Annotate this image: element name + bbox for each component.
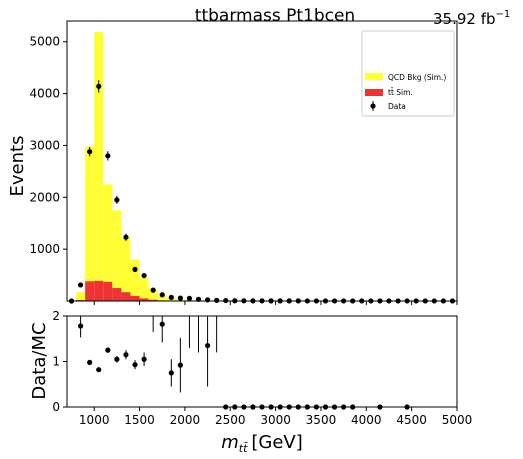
ratio-point xyxy=(204,342,211,349)
data-point xyxy=(141,272,147,279)
bar-qcd xyxy=(76,292,86,300)
bar-ttbar xyxy=(112,288,122,301)
x-tick-label: 1500 xyxy=(124,413,155,427)
x-tick-label: 2500 xyxy=(215,413,246,427)
luminosity-label: 35.92 fb−1 xyxy=(433,9,510,28)
x-tick-label: 3500 xyxy=(306,413,337,427)
ratio-point xyxy=(105,347,111,353)
x-axis-label-var: m xyxy=(221,432,239,453)
bar-ttbar xyxy=(148,299,158,301)
ratio-point xyxy=(123,352,129,358)
x-axis-label-unit: [GeV] xyxy=(251,432,302,453)
legend: QCD Bkg (Sim.) tt̄ Sim. Data xyxy=(361,30,455,117)
ratio-point xyxy=(141,356,147,362)
x-tick-label: 2000 xyxy=(170,413,201,427)
ratio-panel: 0 1 2 1000 1500 2000 2500 3000 3500 4000 4500 5000… xyxy=(29,309,472,455)
bar-qcd xyxy=(148,289,158,300)
luminosity-exponent: −1 xyxy=(496,9,511,20)
legend-swatch-ttbar xyxy=(365,89,383,96)
bar-ttbar xyxy=(103,281,113,301)
bar-ttbar xyxy=(76,299,86,301)
ratio-y-axis-label: Data/MC xyxy=(29,322,50,399)
legend-label-data: Data xyxy=(388,102,406,111)
data-point xyxy=(159,292,165,298)
ratio-point xyxy=(168,370,174,376)
bar-qcd xyxy=(112,210,122,289)
bar-qcd xyxy=(121,237,131,293)
data-point xyxy=(186,295,193,302)
ratio-y-tick-label: 0 xyxy=(52,400,60,414)
bar-qcd xyxy=(139,278,149,299)
bar-ttbar xyxy=(94,280,104,301)
x-tick-label: 1000 xyxy=(79,413,110,427)
legend-label-ttbar: tt̄ Sim. xyxy=(388,88,413,97)
x-axis-label: mtt̄ [GeV] xyxy=(221,432,303,455)
ratio-y-ticks: 0 1 2 xyxy=(52,309,67,414)
ratio-point xyxy=(159,321,165,327)
bar-qcd xyxy=(103,184,113,282)
y-tick-label: 2000 xyxy=(29,190,60,204)
y-tick-label: 1000 xyxy=(29,242,60,256)
top-panel-frame xyxy=(66,20,458,302)
chart-title: ttbarmass Pt1bcen xyxy=(195,6,355,26)
data-point xyxy=(204,297,211,303)
ratio-point xyxy=(96,367,102,373)
ratio-point xyxy=(132,362,138,368)
x-tick-label: 3000 xyxy=(260,413,291,427)
data-point xyxy=(114,197,120,203)
y-tick-label: 3000 xyxy=(29,138,60,152)
bar-qcd xyxy=(94,31,104,281)
ratio-point xyxy=(78,323,84,329)
bar-ttbar xyxy=(85,281,95,301)
legend-swatch-qcd xyxy=(365,73,383,80)
y-tick-label: 5000 xyxy=(29,35,60,49)
data-point xyxy=(132,266,138,272)
top-panel: 1000 2000 3000 4000 5000 Events QCD Bkg (Sim… xyxy=(7,20,458,305)
ratio-x-ticks: 1000 1500 2000 2500 3000 3500 4000 4500 5000 xyxy=(79,407,472,427)
y-tick-label: 4000 xyxy=(29,87,60,101)
top-x-ticks xyxy=(93,301,458,305)
ratio-point xyxy=(87,359,93,366)
x-tick-label: 5000 xyxy=(442,413,473,427)
luminosity-value: 35.92 fb xyxy=(433,10,496,28)
top-y-axis-label: Events xyxy=(7,136,28,197)
ratio-point xyxy=(177,362,183,368)
data-point xyxy=(150,287,156,293)
bar-qcd xyxy=(157,295,167,301)
bar-qcd xyxy=(130,259,140,296)
legend-marker-data xyxy=(370,103,376,109)
x-axis-label-subscript: tt̄ xyxy=(239,442,249,455)
data-point xyxy=(78,282,84,288)
data-point xyxy=(87,149,93,155)
bar-ttbar xyxy=(130,295,140,301)
ratio-y-tick-label: 1 xyxy=(52,355,60,369)
ratio-y-tick-label: 2 xyxy=(52,309,60,323)
data-point xyxy=(214,297,220,303)
data-point xyxy=(96,83,102,89)
x-tick-label: 4500 xyxy=(396,413,427,427)
bar-ttbar xyxy=(121,292,131,301)
top-data-points xyxy=(68,80,456,304)
data-point xyxy=(105,153,111,159)
legend-label-qcd: QCD Bkg (Sim.) xyxy=(388,73,446,82)
legend-frame xyxy=(361,30,455,117)
bar-qcd xyxy=(85,146,95,282)
top-y-ticks: 1000 2000 3000 4000 5000 xyxy=(29,35,67,256)
data-point xyxy=(168,294,174,300)
bar-ttbar xyxy=(139,298,149,301)
data-point xyxy=(177,295,183,301)
x-tick-label: 4000 xyxy=(351,413,382,427)
data-point xyxy=(123,234,129,240)
ratio-point xyxy=(114,356,120,362)
